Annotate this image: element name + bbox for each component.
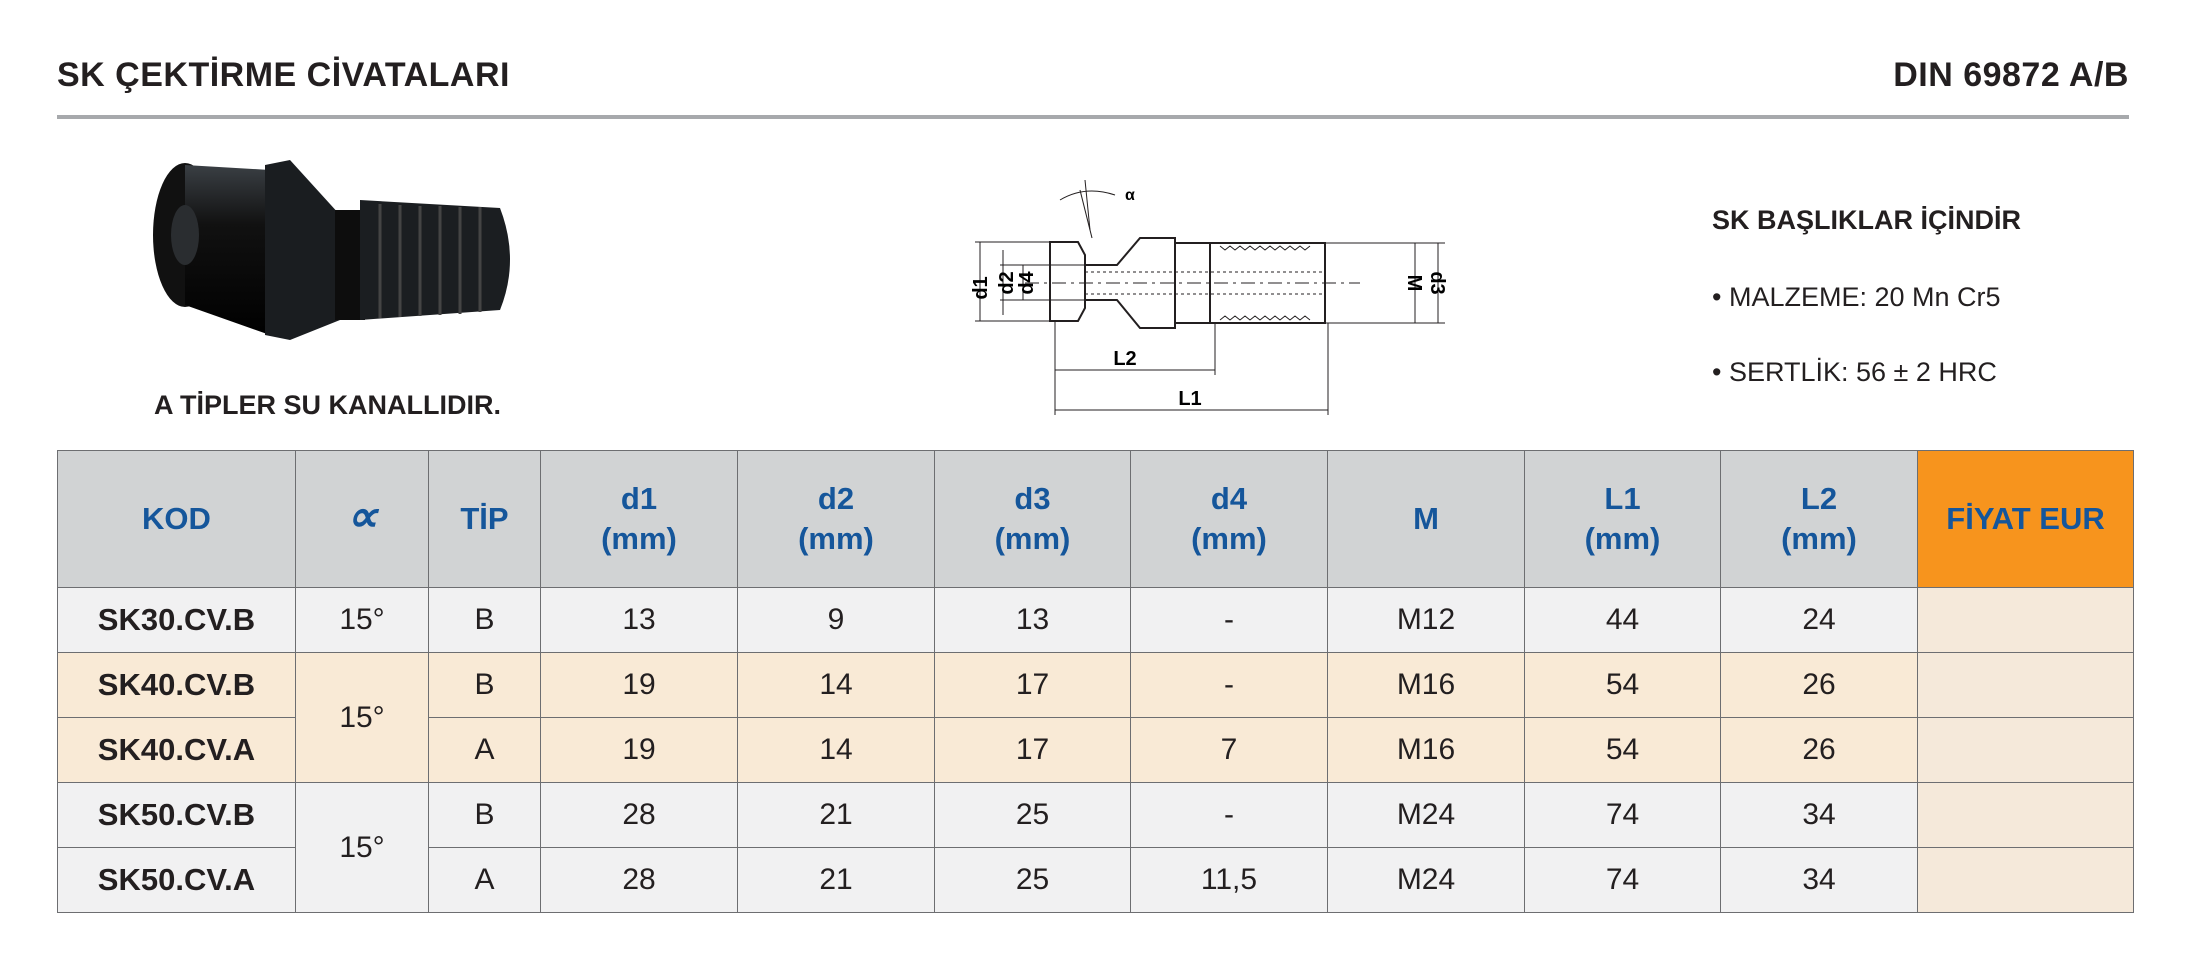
col-tip: TİP — [428, 450, 541, 588]
cell-l2: 24 — [1720, 587, 1918, 653]
cell-kod: SK50.CV.A — [57, 847, 296, 913]
cell-d4: - — [1130, 782, 1328, 848]
pull-stud-photo — [153, 160, 510, 340]
label-d4: d4 — [1016, 270, 1038, 294]
col-m: M — [1327, 450, 1525, 588]
cell-kod: SK50.CV.B — [57, 782, 296, 848]
cell-d2: 9 — [737, 587, 935, 653]
page-title: SK ÇEKTİRME CİVATALARI — [57, 56, 510, 94]
table-row: SK50.CV.A A 28 21 25 11,5 M24 74 34 — [57, 847, 2134, 913]
col-l2: L2 (mm) — [1720, 450, 1918, 588]
col-d4: d4 (mm) — [1130, 450, 1328, 588]
cell-price — [1917, 652, 2134, 718]
label-d3: d3 — [1426, 271, 1448, 294]
cell-d3: 25 — [934, 782, 1131, 848]
label-d1: d1 — [970, 276, 992, 299]
cell-m: M24 — [1327, 847, 1525, 913]
cell-tip: B — [428, 652, 541, 718]
cell-tip: B — [428, 782, 541, 848]
cell-l2: 26 — [1720, 717, 1918, 783]
water-channel-note: A TİPLER SU KANALLIDIR. — [154, 390, 501, 420]
cell-d2: 14 — [737, 717, 935, 783]
cell-d3: 17 — [934, 717, 1131, 783]
col-d1: d1 (mm) — [540, 450, 738, 588]
col-l1: L1 (mm) — [1524, 450, 1721, 588]
col-price: FİYAT EUR — [1917, 450, 2134, 588]
cell-price — [1917, 587, 2134, 653]
table-row: SK40.CV.A A 19 14 17 7 M16 54 26 — [57, 717, 2134, 783]
label-alpha: α — [1125, 187, 1135, 204]
table-row: SK50.CV.B 15° B 28 21 25 - M24 74 34 — [57, 782, 2134, 913]
cell-d1: 19 — [540, 652, 738, 718]
title-divider — [57, 115, 2129, 119]
col-kod: KOD — [57, 450, 296, 588]
cell-d2: 21 — [737, 847, 935, 913]
info-material: • MALZEME: 20 Mn Cr5 — [1712, 282, 2001, 312]
cell-l1: 54 — [1524, 717, 1721, 783]
info-hardness: • SERTLİK: 56 ± 2 HRC — [1712, 357, 1997, 387]
standard-label: DIN 69872 A/B — [1893, 56, 2129, 94]
cell-d1: 28 — [540, 847, 738, 913]
cell-price — [1917, 847, 2134, 913]
table-header: KOD ∝ TİP d1 (mm) d2 (mm) d3 (mm) d4 (mm) M … — [57, 450, 2134, 588]
cell-angle: 15° — [295, 587, 429, 653]
cell-l1: 44 — [1524, 587, 1721, 653]
cell-price — [1917, 717, 2134, 783]
cell-m: M16 — [1327, 717, 1525, 783]
cell-l1: 54 — [1524, 652, 1721, 718]
label-d2: d2 — [996, 271, 1018, 294]
cell-d1: 28 — [540, 782, 738, 848]
cell-l1: 74 — [1524, 782, 1721, 848]
cell-d3: 13 — [934, 587, 1131, 653]
label-l2: L2 — [1113, 348, 1136, 370]
cell-d4: - — [1130, 587, 1328, 653]
cell-tip: B — [428, 587, 541, 653]
label-l1: L1 — [1178, 388, 1201, 410]
cell-l2: 34 — [1720, 782, 1918, 848]
cell-kod: SK40.CV.A — [57, 717, 296, 783]
label-m: M — [1403, 275, 1425, 292]
table-row: SK30.CV.B 15° B 13 9 13 - M12 44 24 — [57, 587, 2134, 653]
cell-d4: 11,5 — [1130, 847, 1328, 913]
technical-drawing: d1 d2 d4 M d3 L2 L1 α — [970, 180, 1448, 415]
cell-l2: 34 — [1720, 847, 1918, 913]
cell-m: M12 — [1327, 587, 1525, 653]
cell-d1: 13 — [540, 587, 738, 653]
cell-m: M16 — [1327, 652, 1525, 718]
cell-d2: 21 — [737, 782, 935, 848]
cell-l2: 26 — [1720, 652, 1918, 718]
table-row: SK40.CV.B 15° B 19 14 17 - M16 54 26 — [57, 652, 2134, 783]
cell-d1: 19 — [540, 717, 738, 783]
cell-tip: A — [428, 717, 541, 783]
cell-d3: 25 — [934, 847, 1131, 913]
cell-angle: 15° — [295, 652, 429, 783]
cell-tip: A — [428, 847, 541, 913]
info-heading: SK BAŞLIKLAR İÇİNDİR — [1712, 205, 2021, 235]
cell-m: M24 — [1327, 782, 1525, 848]
angle-alpha-icon: ∝ — [295, 450, 429, 588]
product-table: KOD ∝ TİP d1 (mm) d2 (mm) d3 (mm) d4 (mm) M … — [57, 450, 2134, 913]
col-d3: d3 (mm) — [934, 450, 1131, 588]
cell-d4: - — [1130, 652, 1328, 718]
cell-angle: 15° — [295, 782, 429, 913]
cell-d2: 14 — [737, 652, 935, 718]
cell-d4: 7 — [1130, 717, 1328, 783]
cell-d3: 17 — [934, 652, 1131, 718]
cell-price — [1917, 782, 2134, 848]
cell-l1: 74 — [1524, 847, 1721, 913]
cell-kod: SK30.CV.B — [57, 587, 296, 653]
cell-kod: SK40.CV.B — [57, 652, 296, 718]
col-d2: d2 (mm) — [737, 450, 935, 588]
